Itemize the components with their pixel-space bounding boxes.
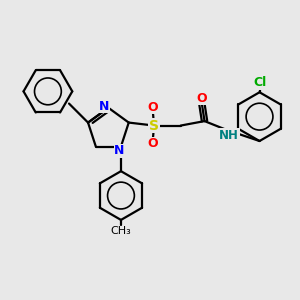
Text: CH₃: CH₃ — [111, 226, 131, 236]
Text: N: N — [114, 145, 125, 158]
Text: O: O — [147, 137, 158, 151]
Text: S: S — [149, 118, 159, 133]
Text: O: O — [147, 100, 158, 114]
Text: NH: NH — [219, 129, 239, 142]
Text: N: N — [99, 100, 109, 113]
Text: Cl: Cl — [253, 76, 266, 89]
Text: O: O — [196, 92, 207, 105]
